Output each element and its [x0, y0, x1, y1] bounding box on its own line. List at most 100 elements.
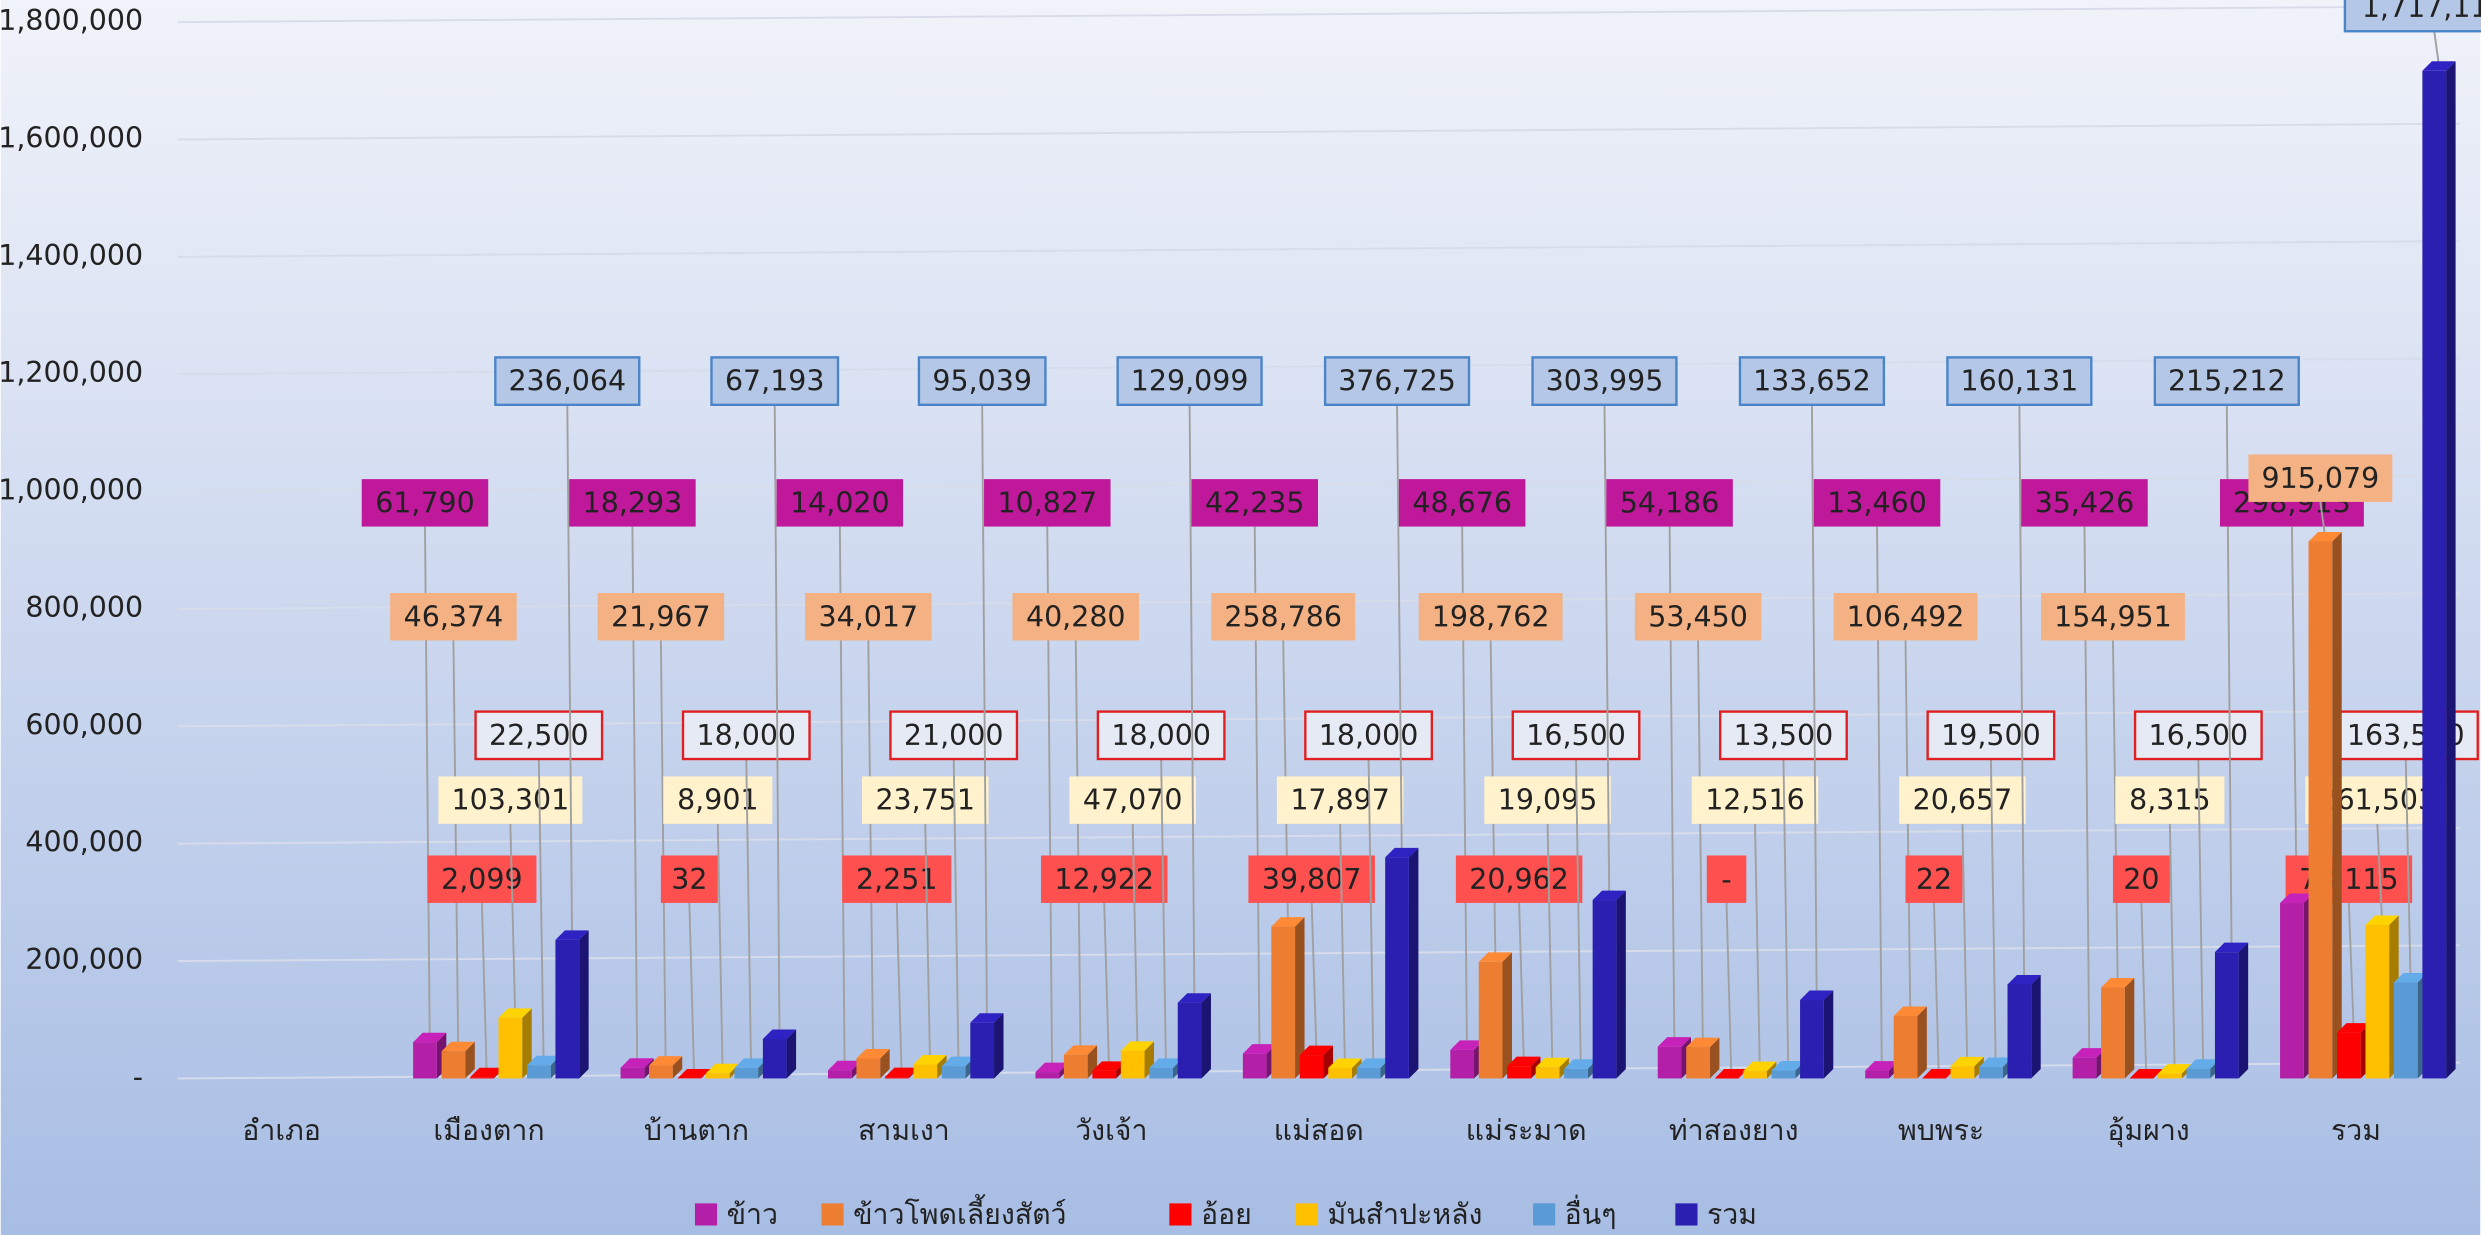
bar-top — [2072, 1048, 2106, 1058]
x-tick-label: ท่าสองยาง — [1669, 1114, 1799, 1147]
bar-top — [1035, 1062, 1069, 1073]
legend-label: ข้าวโพดเลี้ยงสัตว์ — [853, 1194, 1066, 1231]
label-box — [1738, 356, 1886, 407]
bar-front — [2336, 1032, 2361, 1079]
data-label: 53,450 — [1648, 600, 1748, 633]
leader-line — [1603, 404, 1611, 896]
leader-line — [1933, 902, 1940, 1074]
bar-front — [1507, 1066, 1531, 1079]
bar-top — [856, 1049, 890, 1059]
bar — [1714, 1068, 1748, 1079]
label-box — [1398, 479, 1526, 527]
leader-line — [1754, 823, 1761, 1067]
bar-front — [2101, 987, 2125, 1079]
bar — [1657, 1037, 1691, 1079]
label-box — [1276, 776, 1404, 824]
leader-line — [537, 759, 545, 1061]
bar-front — [1979, 1067, 2003, 1079]
label-box — [917, 356, 1047, 407]
bar-front — [734, 1067, 759, 1079]
y-tick-label: 600,000 — [25, 708, 143, 741]
label-box — [474, 710, 604, 761]
label-box — [663, 776, 773, 824]
bar — [2280, 893, 2314, 1079]
bar-top — [1271, 917, 1305, 927]
leader-line — [2433, 31, 2440, 67]
bar — [649, 1056, 683, 1079]
y-tick-label: 1,000,000 — [0, 474, 143, 507]
bar-side — [1559, 1057, 1569, 1079]
bar-top — [677, 1068, 711, 1079]
bar-side — [1408, 847, 1419, 1079]
data-label: 154,951 — [2054, 600, 2172, 633]
data-label: 19,500 — [1941, 719, 2041, 752]
bar-top — [2129, 1068, 2163, 1079]
bar-side — [1917, 1006, 1927, 1079]
bar — [1893, 1006, 1927, 1079]
label-box — [2343, 0, 2481, 33]
bar-front — [2007, 984, 2032, 1079]
label-box — [1813, 479, 1941, 527]
label-box — [390, 592, 517, 641]
data-label: 47,070 — [1083, 784, 1183, 817]
bar — [2007, 974, 2041, 1079]
leader-line — [1961, 823, 1969, 1062]
bar-front — [526, 1065, 551, 1079]
label-box — [681, 710, 811, 761]
leader-line — [924, 823, 931, 1060]
x-tick-label: รวม — [2331, 1114, 2381, 1147]
data-label: 95,039 — [932, 365, 1032, 398]
y-tick-label: 1,400,000 — [0, 239, 143, 272]
bar-top — [2393, 973, 2428, 983]
bar-front — [1242, 1053, 1267, 1079]
bar — [2214, 942, 2249, 1079]
bar-top — [2336, 1023, 2371, 1033]
bar-top — [649, 1056, 683, 1066]
bar-front — [1592, 900, 1617, 1079]
bar-front — [1450, 1049, 1475, 1079]
label-box — [2248, 454, 2393, 502]
bar — [1800, 990, 1834, 1079]
leader-line — [1160, 759, 1167, 1064]
bar-top — [1356, 1058, 1390, 1068]
leader-line — [952, 759, 960, 1062]
label-box — [1531, 356, 1678, 407]
bar-front — [1950, 1066, 1975, 1079]
leader-line — [1188, 404, 1196, 998]
label-box — [438, 776, 583, 824]
leader-line — [895, 902, 903, 1073]
bar-side — [994, 1013, 1004, 1079]
bar-top — [1242, 1044, 1277, 1054]
bar-front — [856, 1058, 881, 1079]
leader-line — [2112, 640, 2119, 983]
label-box — [842, 855, 952, 903]
data-label: 18,000 — [696, 719, 796, 752]
bar-top — [734, 1058, 768, 1068]
bar-top — [1657, 1037, 1691, 1047]
label-box — [776, 479, 904, 527]
bar-front — [1120, 1050, 1145, 1079]
leader-line — [2140, 902, 2148, 1074]
bar-top — [2422, 61, 2456, 71]
data-label: 16,500 — [1526, 719, 1626, 752]
bar-top — [2280, 893, 2314, 904]
bar-top — [1450, 1040, 1484, 1050]
bar-top — [1120, 1041, 1155, 1051]
leader-line — [981, 404, 988, 1018]
bar-front — [555, 939, 580, 1079]
legend-label: ข้าว — [727, 1198, 778, 1231]
leader-line — [452, 640, 460, 1047]
bar-front — [1686, 1047, 1710, 1079]
data-label: 16,500 — [2149, 719, 2249, 752]
bar-front — [441, 1051, 466, 1079]
y-tick-label: 1,800,000 — [0, 4, 143, 37]
bar — [762, 1029, 797, 1079]
label-box — [1096, 710, 1226, 761]
label-box — [2021, 479, 2148, 527]
data-label: 8,901 — [677, 784, 758, 817]
bar — [1120, 1041, 1155, 1079]
label-box — [1040, 855, 1168, 903]
bar-front — [2422, 70, 2447, 1079]
bar-side — [2332, 531, 2342, 1079]
leader-line — [773, 404, 781, 1035]
